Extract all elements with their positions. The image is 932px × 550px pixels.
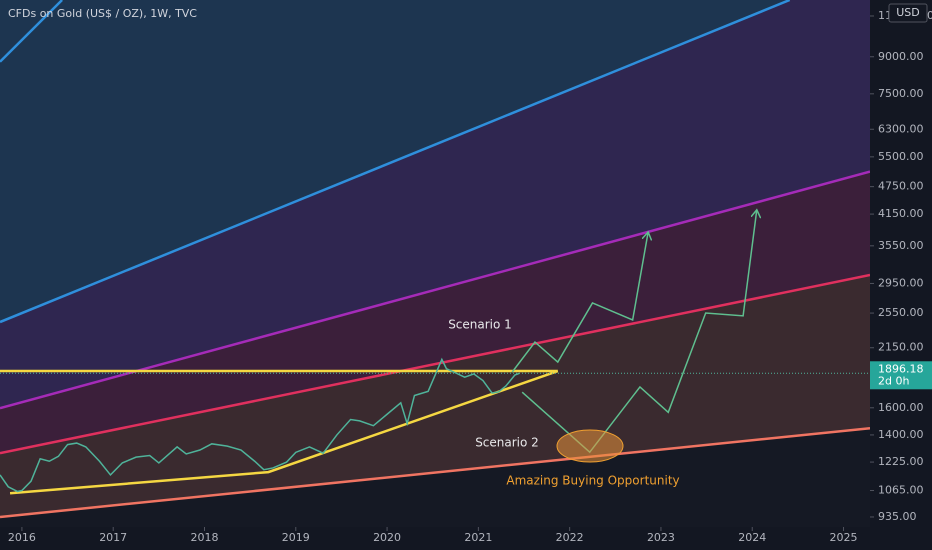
time-axis xyxy=(0,527,870,550)
y-tick-label: 1065.00 xyxy=(878,484,924,497)
trend-line xyxy=(0,0,791,324)
x-tick-label: 2023 xyxy=(647,531,675,544)
y-tick-label: 3550.00 xyxy=(878,239,924,252)
price-line xyxy=(0,357,520,493)
y-tick-label: 4150.00 xyxy=(878,207,924,220)
trend-line xyxy=(9,369,559,495)
trend-line xyxy=(0,0,63,63)
y-tick-label: 2150.00 xyxy=(878,341,924,354)
y-tick-label: 935.00 xyxy=(878,510,917,523)
y-tick-label: 2550.00 xyxy=(878,306,924,319)
price-axis xyxy=(870,0,932,550)
x-tick-label: 2020 xyxy=(373,531,401,544)
annotation: Amazing Buying Opportunity xyxy=(506,474,679,488)
x-tick-label: 2024 xyxy=(738,531,766,544)
annotation: Scenario 2 xyxy=(475,436,539,450)
trend-line xyxy=(0,170,870,410)
currency-badge xyxy=(888,3,928,23)
x-tick-label: 2017 xyxy=(99,531,127,544)
y-tick-label: 9000.00 xyxy=(878,50,924,63)
y-tick-label: 1225.00 xyxy=(878,455,924,468)
x-tick-label: 2021 xyxy=(464,531,492,544)
x-tick-label: 2018 xyxy=(190,531,218,544)
scenario-path xyxy=(511,232,648,373)
last-price-label: 1896.18 xyxy=(878,362,924,375)
x-tick-label: 2022 xyxy=(556,531,584,544)
x-tick-label: 2019 xyxy=(282,531,310,544)
x-tick-label: 2016 xyxy=(8,531,36,544)
annotation: Scenario 1 xyxy=(448,318,512,332)
trend-line xyxy=(0,273,870,455)
y-tick-label: 1400.00 xyxy=(878,428,924,441)
trend-line xyxy=(0,426,870,519)
currency: USD xyxy=(896,6,920,19)
x-tick-label: 2025 xyxy=(830,531,858,544)
last-price-box xyxy=(870,361,932,390)
y-tick-label: 6300.00 xyxy=(878,122,924,135)
y-tick-label: 4750.00 xyxy=(878,180,924,193)
chart-title: CFDs on Gold (US$ / OZ), 1W, TVC xyxy=(8,7,197,20)
countdown-label: 2d 0h xyxy=(878,374,909,387)
y-tick-label: 2950.00 xyxy=(878,276,924,289)
y-tick-label: 1600.00 xyxy=(878,401,924,414)
y-tick-label: 5500.00 xyxy=(878,150,924,163)
channel-fill xyxy=(0,428,870,527)
y-tick-label: 7500.00 xyxy=(878,87,924,100)
buy-zone xyxy=(556,429,624,463)
